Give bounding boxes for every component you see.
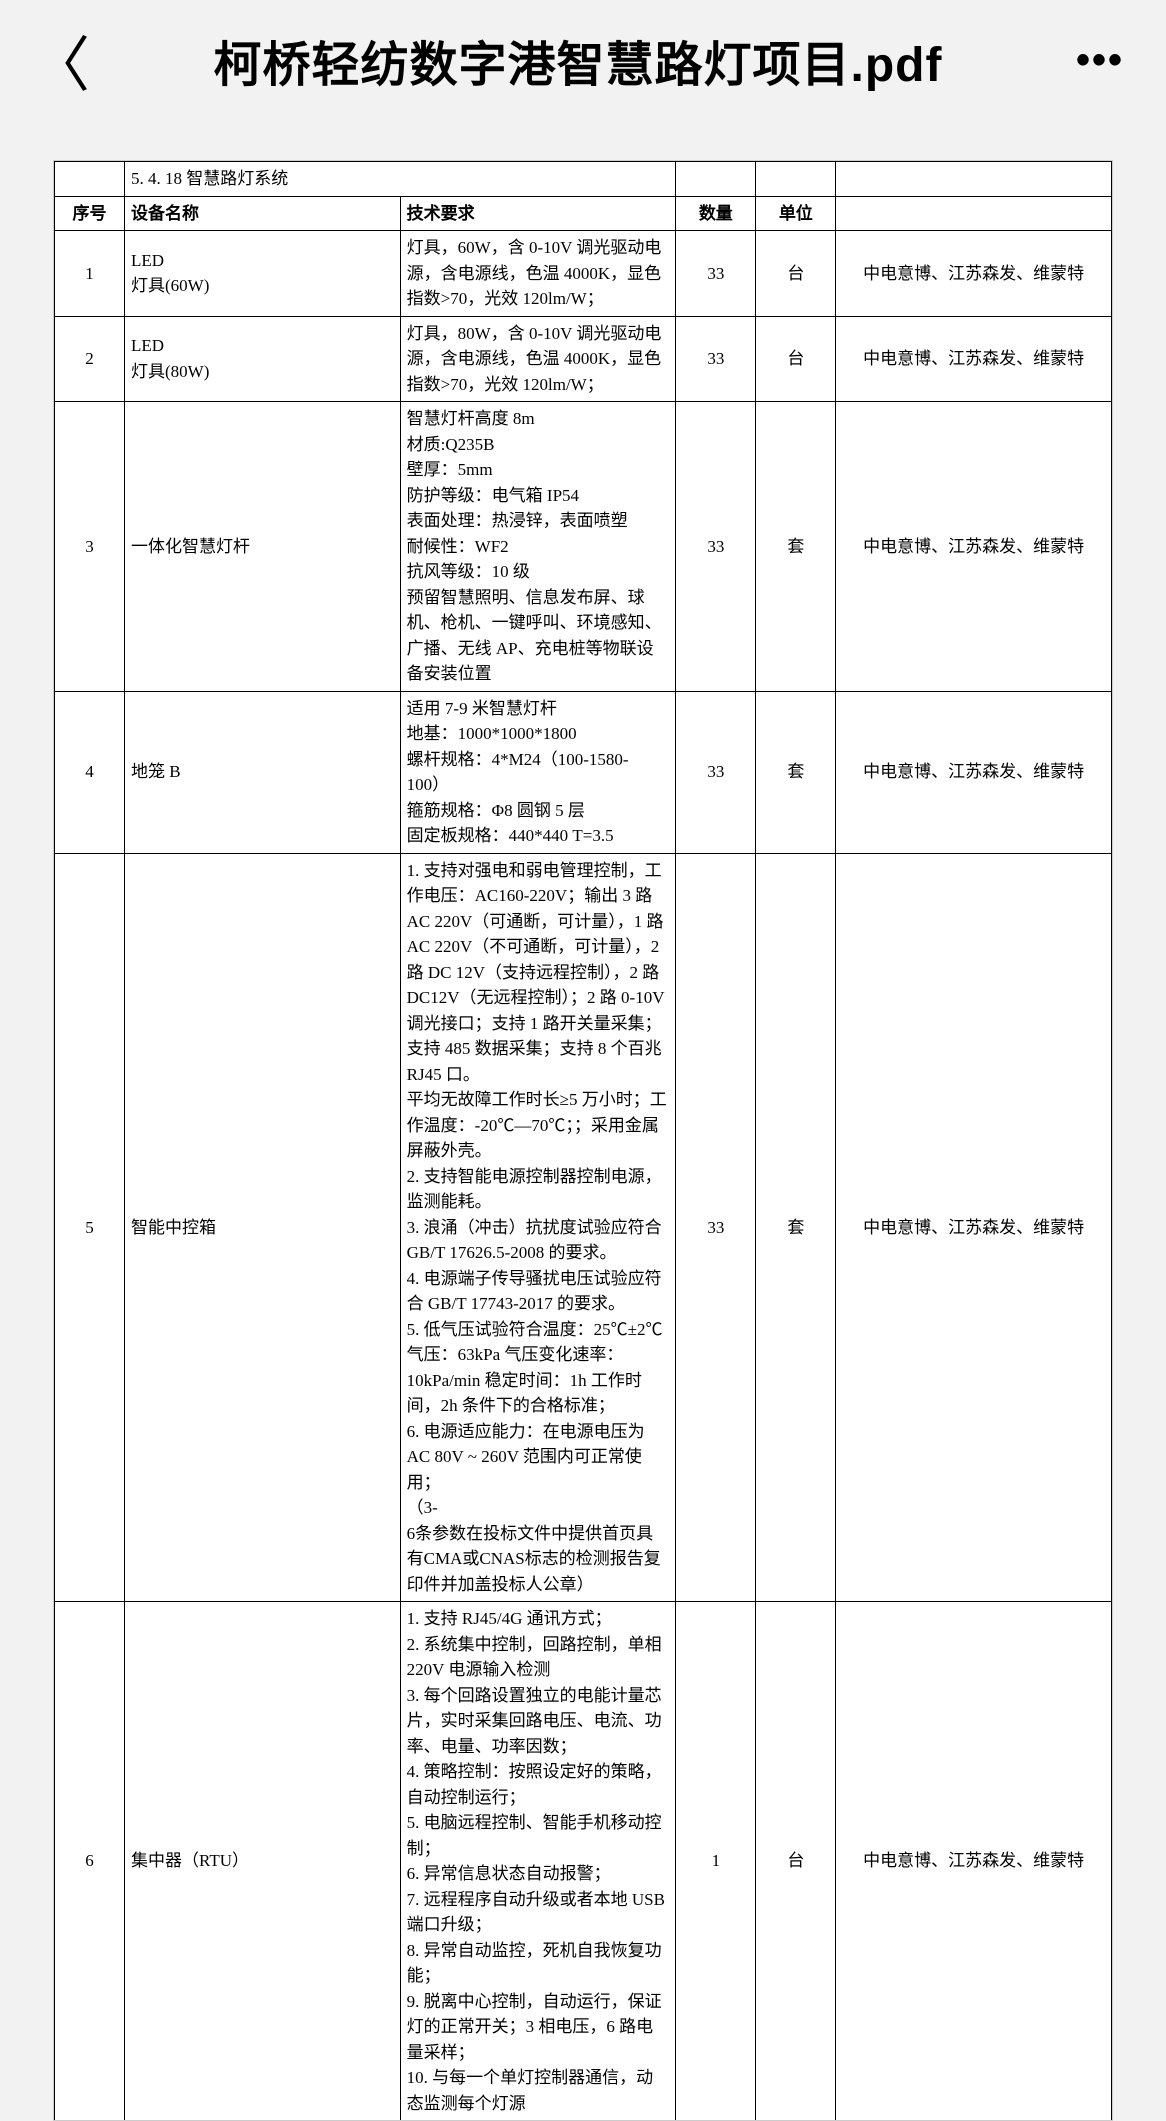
cell-idx: 6 <box>55 1602 125 2121</box>
cell-unit: 套 <box>756 402 836 692</box>
section-row: 5. 4. 18 智慧路灯系统 <box>55 162 1112 197</box>
cell-idx: 1 <box>55 231 125 317</box>
document-page: 5. 4. 18 智慧路灯系统 序号 设备名称 技术要求 数量 单位 1LED … <box>53 160 1113 2121</box>
cell-qty: 1 <box>676 1602 756 2121</box>
col-unit: 单位 <box>756 196 836 231</box>
document-title: 柯桥轻纺数字港智慧路灯项目.pdf <box>80 25 1076 95</box>
cell-req: 1. 支持对强电和弱电管理控制，工作电压：AC160-220V；输出 3 路 A… <box>400 853 676 1602</box>
more-icon[interactable]: ••• <box>1076 38 1136 83</box>
cell-qty: 33 <box>676 853 756 1602</box>
table-row: 6集中器（RTU）1. 支持 RJ45/4G 通讯方式； 2. 系统集中控制，回… <box>55 1602 1112 2121</box>
cell-supp: 中电意博、江苏森发、维蒙特 <box>836 853 1112 1602</box>
col-supp <box>836 196 1112 231</box>
cell-name: 地笼 B <box>125 691 401 853</box>
cell-idx: 5 <box>55 853 125 1602</box>
cell-supp: 中电意博、江苏森发、维蒙特 <box>836 402 1112 692</box>
table-row: 2LED 灯具(80W)灯具，80W，含 0-10V 调光驱动电源，含电源线，色… <box>55 316 1112 402</box>
col-qty: 数量 <box>676 196 756 231</box>
cell-unit: 台 <box>756 316 836 402</box>
table-body: 1LED 灯具(60W)灯具，60W，含 0-10V 调光驱动电源，含电源线，色… <box>55 231 1112 2121</box>
cell-name: LED 灯具(60W) <box>125 231 401 317</box>
app-header: 〈 柯桥轻纺数字港智慧路灯项目.pdf ••• <box>0 0 1166 120</box>
cell-qty: 33 <box>676 691 756 853</box>
cell-req: 1. 支持 RJ45/4G 通讯方式； 2. 系统集中控制，回路控制，单相 22… <box>400 1602 676 2121</box>
cell-name: LED 灯具(80W) <box>125 316 401 402</box>
cell-supp: 中电意博、江苏森发、维蒙特 <box>836 1602 1112 2121</box>
cell-req: 适用 7-9 米智慧灯杆 地基：1000*1000*1800 螺杆规格：4*M2… <box>400 691 676 853</box>
back-icon[interactable]: 〈 <box>30 17 80 104</box>
col-name: 设备名称 <box>125 196 401 231</box>
cell-idx: 3 <box>55 402 125 692</box>
cell-name: 集中器（RTU） <box>125 1602 401 2121</box>
cell-qty: 33 <box>676 316 756 402</box>
col-idx: 序号 <box>55 196 125 231</box>
section-title: 5. 4. 18 智慧路灯系统 <box>125 162 676 197</box>
cell-unit: 套 <box>756 691 836 853</box>
cell-qty: 33 <box>676 402 756 692</box>
spec-table: 5. 4. 18 智慧路灯系统 序号 设备名称 技术要求 数量 单位 1LED … <box>54 161 1112 2120</box>
header-row: 序号 设备名称 技术要求 数量 单位 <box>55 196 1112 231</box>
cell-qty: 33 <box>676 231 756 317</box>
cell-supp: 中电意博、江苏森发、维蒙特 <box>836 691 1112 853</box>
table-row: 5智能中控箱1. 支持对强电和弱电管理控制，工作电压：AC160-220V；输出… <box>55 853 1112 1602</box>
cell-unit: 套 <box>756 853 836 1602</box>
cell-name: 智能中控箱 <box>125 853 401 1602</box>
cell-idx: 2 <box>55 316 125 402</box>
cell-unit: 台 <box>756 1602 836 2121</box>
cell-unit: 台 <box>756 231 836 317</box>
cell-supp: 中电意博、江苏森发、维蒙特 <box>836 316 1112 402</box>
col-req: 技术要求 <box>400 196 676 231</box>
cell-req: 灯具，80W，含 0-10V 调光驱动电源，含电源线，色温 4000K，显色指数… <box>400 316 676 402</box>
table-row: 4地笼 B适用 7-9 米智慧灯杆 地基：1000*1000*1800 螺杆规格… <box>55 691 1112 853</box>
cell-idx: 4 <box>55 691 125 853</box>
table-row: 3一体化智慧灯杆智慧灯杆高度 8m 材质:Q235B 壁厚：5mm 防护等级：电… <box>55 402 1112 692</box>
table-row: 1LED 灯具(60W)灯具，60W，含 0-10V 调光驱动电源，含电源线，色… <box>55 231 1112 317</box>
cell-req: 灯具，60W，含 0-10V 调光驱动电源，含电源线，色温 4000K，显色指数… <box>400 231 676 317</box>
cell-req: 智慧灯杆高度 8m 材质:Q235B 壁厚：5mm 防护等级：电气箱 IP54 … <box>400 402 676 692</box>
section-name: 智慧路灯系统 <box>186 169 288 188</box>
cell-supp: 中电意博、江苏森发、维蒙特 <box>836 231 1112 317</box>
section-number: 5. 4. 18 <box>131 169 182 188</box>
cell-name: 一体化智慧灯杆 <box>125 402 401 692</box>
